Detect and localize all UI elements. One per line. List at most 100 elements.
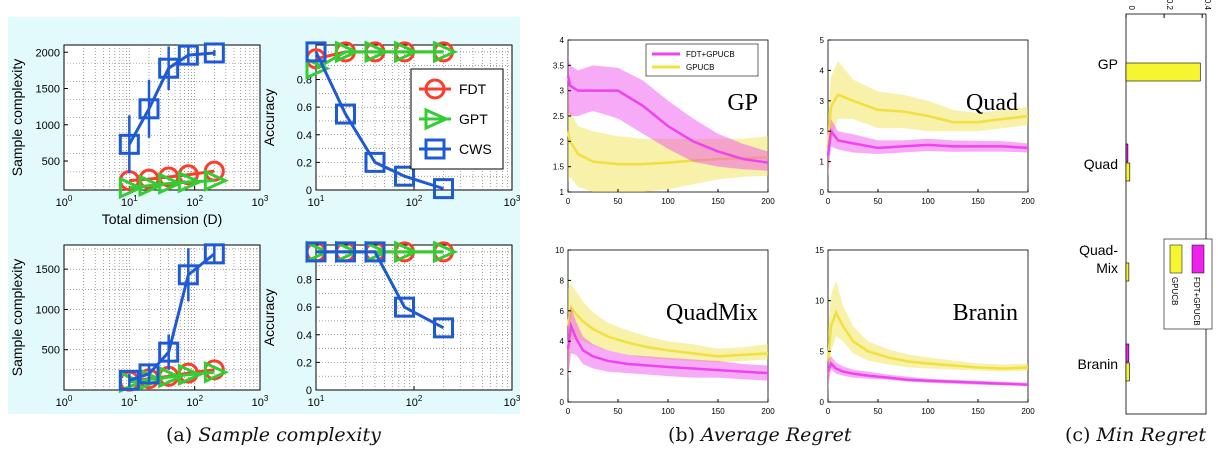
- bar-gpucb: [1125, 362, 1130, 382]
- bar-fdt+gpucb: [1125, 143, 1129, 163]
- legend-label: GPT: [459, 111, 488, 127]
- legend-swatch: [1191, 244, 1205, 274]
- data-point: [305, 241, 327, 263]
- data-point: [433, 240, 459, 264]
- confidence-band: [568, 55, 768, 171]
- y-tick-label: 4: [560, 36, 565, 45]
- y-tick-label: 0: [820, 188, 825, 197]
- caption-b-text: Average Regret: [701, 424, 852, 446]
- x-tick-label: 103: [504, 194, 521, 209]
- data-point: [203, 360, 229, 384]
- data-point: [118, 176, 144, 200]
- y-tick-label: 1: [560, 188, 565, 197]
- series-line: [314, 51, 444, 191]
- chart-sc-top: 500 1000 1500 2000 100 101 102 103 Sample comple…: [9, 42, 269, 227]
- y-tick-label: 0.6: [297, 102, 312, 114]
- mean-line: [826, 309, 1029, 370]
- data-point: [335, 103, 357, 125]
- x-tick-label: 0: [566, 197, 571, 206]
- x-axis-label: Total dimension (D): [102, 211, 223, 227]
- y-tick-label: 3: [560, 87, 565, 96]
- chart-min-regret: 0 0.2 0.4 GP Quad Quad- Mix Branin GPUCB FDT+GPUC…: [1078, 0, 1213, 415]
- category-label: Quad: [1084, 156, 1118, 172]
- x-tick-label: 103: [252, 194, 269, 209]
- mean-line: [566, 75, 769, 164]
- legend-label: CWS: [459, 141, 492, 157]
- data-point: [177, 170, 203, 194]
- data-point: [138, 98, 160, 120]
- data-point: [305, 57, 331, 80]
- legend-marker: [424, 138, 446, 160]
- data-point: [335, 241, 357, 263]
- caption-a-prefix: (a): [166, 424, 193, 446]
- category-label: Mix: [1096, 260, 1118, 276]
- data-point: [305, 41, 327, 63]
- data-point: [394, 240, 420, 264]
- x-tick-label: 200: [761, 197, 775, 206]
- data-point: [158, 57, 180, 79]
- x-tick-label: 100: [921, 407, 935, 416]
- y-tick-label: 500: [42, 345, 60, 357]
- confidence-band: [828, 61, 1028, 177]
- y-tick-label: 0.2: [297, 357, 312, 369]
- caption-a-text: Sample complexity: [198, 424, 381, 446]
- y-tick-label: 0: [560, 398, 565, 407]
- mean-line: [566, 321, 769, 375]
- y-tick-label: 0: [306, 385, 312, 397]
- data-point: [118, 369, 140, 391]
- y-tick-label: 2: [820, 127, 825, 136]
- y-axis-label: Sample complexity: [9, 59, 25, 177]
- x-tick-label: 50: [874, 407, 883, 416]
- x-tick-label: 150: [711, 407, 725, 416]
- x-tick-label: 103: [252, 394, 269, 409]
- x-tick-label: 102: [406, 394, 423, 409]
- y-tick-label: 10: [815, 297, 824, 306]
- y-axis-label: Accuracy: [261, 89, 277, 147]
- series-cws: [118, 243, 225, 391]
- x-tick-label: 0.4: [1203, 0, 1212, 11]
- y-tick-label: 2.5: [553, 112, 565, 121]
- legend-box: [645, 43, 759, 77]
- confidence-band: [828, 356, 1028, 387]
- data-point: [364, 151, 386, 173]
- y-tick-label: 1000: [36, 304, 60, 316]
- data-point: [433, 178, 455, 200]
- plot-area: [827, 249, 1029, 403]
- x-tick-label: 102: [406, 194, 423, 209]
- category-label: GP: [1098, 56, 1118, 72]
- data-point: [203, 42, 225, 64]
- chart-reg-gp: 1 1.5 2 2.5 3 3.5 4 0 50 100 150 200 GP FDT+GPUCB GPUC…: [553, 36, 775, 206]
- x-tick-label: 101: [308, 394, 325, 409]
- mean-line: [826, 93, 1029, 147]
- y-tick-label: 8: [560, 276, 565, 285]
- caption-c-text: Min Regret: [1096, 424, 1206, 446]
- series-cws: [118, 42, 225, 174]
- x-tick-label: 50: [614, 407, 623, 416]
- series-fdt+gpucb: [826, 356, 1029, 387]
- data-point: [158, 365, 184, 389]
- legend-label: GPUCB: [1170, 277, 1179, 305]
- data-point: [138, 363, 160, 385]
- series-cws: [305, 241, 455, 339]
- caption-c-prefix: (c): [1065, 424, 1091, 446]
- y-tick-label: 5: [820, 347, 825, 356]
- y-tick-label: 2: [560, 368, 565, 377]
- x-tick-label: 102: [186, 194, 203, 209]
- data-point: [158, 341, 180, 363]
- plot-area: [567, 249, 769, 403]
- x-tick-label: 101: [308, 194, 325, 209]
- category-label: Branin: [1078, 356, 1118, 372]
- x-tick-label: 150: [711, 197, 725, 206]
- panel-title: QuadMix: [666, 300, 758, 326]
- data-point: [433, 40, 459, 64]
- legend-label: FDT+GPUCB: [1192, 277, 1201, 326]
- y-tick-label: 2: [560, 137, 565, 146]
- y-tick-label: 6: [560, 307, 565, 316]
- x-tick-label: 101: [121, 194, 138, 209]
- data-point: [138, 174, 164, 197]
- y-tick-label: 10: [555, 246, 564, 255]
- y-tick-label: 1.5: [553, 163, 565, 172]
- series-cws: [305, 41, 455, 200]
- x-tick-label: 0: [826, 197, 831, 206]
